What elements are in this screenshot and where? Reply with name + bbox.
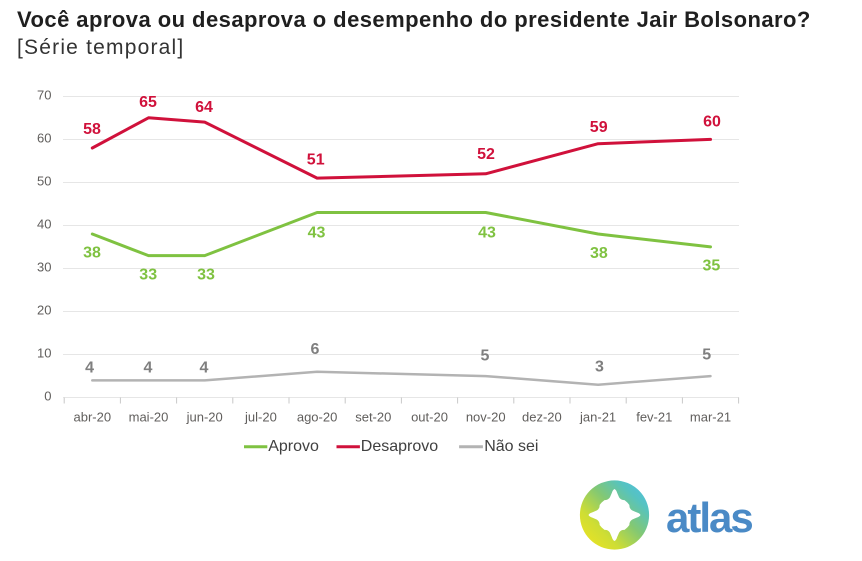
svg-text:5: 5 [481, 348, 490, 365]
svg-text:nov-20: nov-20 [466, 410, 506, 425]
svg-text:38: 38 [83, 244, 101, 261]
svg-text:4: 4 [85, 359, 94, 376]
svg-text:jul-20: jul-20 [244, 410, 277, 425]
svg-text:40: 40 [37, 217, 51, 232]
svg-text:64: 64 [195, 99, 213, 116]
svg-text:jan-21: jan-21 [579, 410, 616, 425]
svg-text:58: 58 [83, 121, 101, 138]
svg-text:atlas: atlas [666, 494, 752, 541]
svg-text:Não sei: Não sei [484, 438, 538, 455]
svg-text:10: 10 [37, 346, 51, 361]
svg-text:65: 65 [139, 94, 157, 111]
svg-text:33: 33 [197, 266, 215, 283]
svg-text:ago-20: ago-20 [297, 410, 337, 425]
svg-text:set-20: set-20 [355, 410, 391, 425]
svg-text:43: 43 [478, 225, 496, 242]
svg-text:0: 0 [44, 389, 51, 404]
svg-text:35: 35 [703, 258, 721, 275]
svg-text:50: 50 [37, 174, 51, 189]
svg-text:6: 6 [311, 341, 320, 358]
svg-text:fev-21: fev-21 [636, 410, 672, 425]
svg-text:30: 30 [37, 260, 51, 275]
svg-text:43: 43 [308, 225, 326, 242]
svg-text:59: 59 [590, 119, 608, 136]
svg-text:mar-21: mar-21 [690, 410, 731, 425]
svg-text:20: 20 [37, 303, 51, 318]
svg-text:52: 52 [477, 146, 495, 163]
svg-text:mai-20: mai-20 [129, 410, 169, 425]
svg-text:3: 3 [595, 359, 604, 376]
svg-text:jun-20: jun-20 [186, 410, 223, 425]
svg-text:70: 70 [37, 88, 51, 103]
svg-text:38: 38 [590, 245, 608, 262]
svg-text:abr-20: abr-20 [74, 410, 112, 425]
svg-text:Aprovo: Aprovo [268, 438, 319, 455]
svg-text:dez-20: dez-20 [522, 410, 562, 425]
svg-text:out-20: out-20 [411, 410, 448, 425]
svg-text:4: 4 [200, 359, 209, 376]
svg-text:33: 33 [139, 266, 157, 283]
svg-text:60: 60 [703, 114, 721, 131]
svg-text:51: 51 [307, 151, 325, 168]
svg-text:Desaprovo: Desaprovo [361, 438, 438, 455]
svg-text:5: 5 [702, 347, 711, 364]
svg-text:4: 4 [143, 359, 152, 376]
svg-text:60: 60 [37, 131, 51, 146]
